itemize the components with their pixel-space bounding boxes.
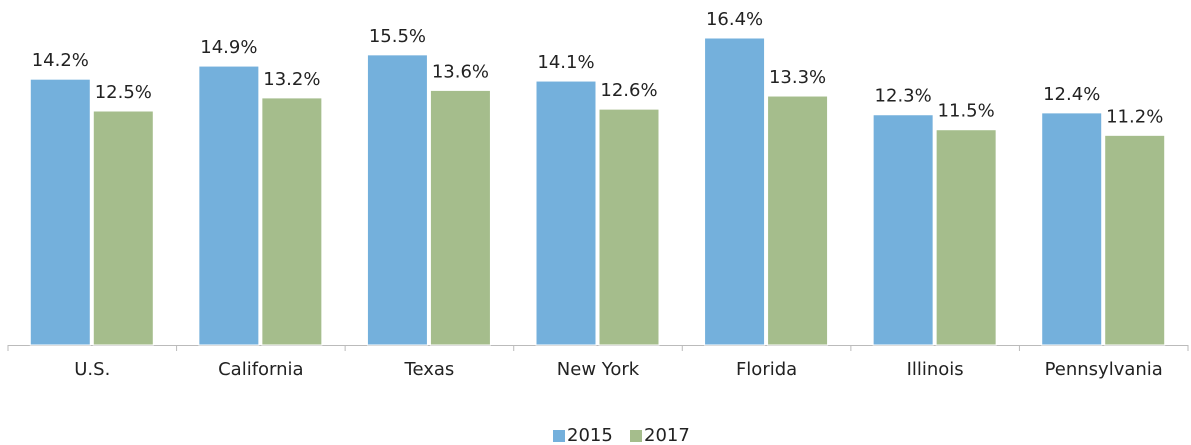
data-label: 14.2% (32, 50, 89, 71)
bar (935, 129, 997, 346)
data-label: 13.2% (263, 69, 320, 90)
data-label: 13.6% (432, 61, 489, 82)
bar (29, 78, 91, 346)
bar (535, 80, 597, 346)
legend-label: 2015 (567, 425, 613, 445)
bar (429, 89, 491, 346)
data-label: 12.4% (1043, 84, 1100, 105)
bar (767, 95, 829, 346)
bar (1041, 112, 1103, 346)
x-tick-label: Texas (404, 359, 455, 380)
bar (92, 110, 154, 346)
x-tick-label: California (218, 359, 303, 380)
bar (872, 114, 934, 346)
data-label: 13.3% (769, 67, 826, 88)
bar (198, 65, 260, 346)
x-tick-label: Florida (736, 359, 797, 380)
x-tick-label: Illinois (907, 359, 964, 380)
bar (261, 97, 323, 346)
data-label: 11.2% (1106, 106, 1163, 127)
data-label: 12.3% (875, 86, 932, 107)
bar (1104, 134, 1166, 346)
legend-label: 2017 (644, 425, 690, 445)
x-tick-label: New York (557, 359, 640, 380)
legend-swatch (630, 430, 642, 442)
x-tick-label: Pennsylvania (1045, 359, 1163, 380)
data-label: 15.5% (369, 26, 426, 47)
bar (598, 108, 660, 346)
bar (704, 37, 766, 346)
data-label: 12.5% (95, 82, 152, 103)
data-label: 12.6% (600, 80, 657, 101)
legend-swatch (553, 430, 565, 442)
data-label: 14.9% (200, 37, 257, 58)
data-label: 14.1% (537, 52, 594, 73)
bar (366, 54, 428, 346)
data-label: 11.5% (938, 101, 995, 122)
data-label: 16.4% (706, 9, 763, 30)
x-tick-label: U.S. (74, 359, 110, 380)
